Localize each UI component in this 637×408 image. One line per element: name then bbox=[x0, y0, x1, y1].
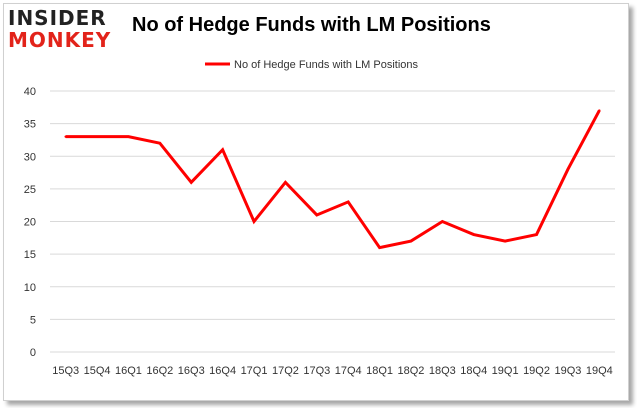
x-tick-label: 18Q2 bbox=[398, 365, 425, 377]
logo-line-2: MONKEY bbox=[8, 28, 112, 52]
logo-line-1: INSIDER bbox=[8, 6, 107, 30]
insider-monkey-logo: INSIDER MONKEY bbox=[8, 8, 120, 52]
x-tick-label: 19Q2 bbox=[523, 365, 550, 377]
legend-label: No of Hedge Funds with LM Positions bbox=[234, 59, 419, 71]
data-point bbox=[598, 109, 601, 112]
series-group bbox=[64, 109, 601, 250]
y-tick-label: 15 bbox=[24, 249, 36, 261]
data-point bbox=[346, 200, 350, 204]
data-point bbox=[221, 148, 224, 151]
x-tick-label: 18Q3 bbox=[429, 365, 456, 377]
x-tick-label: 19Q4 bbox=[586, 365, 613, 377]
chart-title: No of Hedge Funds with LM Positions bbox=[132, 14, 491, 36]
y-tick-label: 20 bbox=[24, 217, 36, 229]
data-point bbox=[566, 168, 570, 171]
data-point bbox=[252, 220, 256, 223]
data-point bbox=[95, 135, 99, 138]
x-tick-label: 16Q4 bbox=[209, 365, 236, 377]
data-point bbox=[64, 135, 67, 138]
data-point bbox=[409, 239, 413, 243]
data-point bbox=[378, 246, 381, 249]
x-tick-label: 19Q1 bbox=[492, 365, 519, 377]
data-point bbox=[190, 181, 193, 184]
y-axis-ticks: 0 5 10 15 20 25 30 35 40 bbox=[24, 86, 36, 359]
y-tick-label: 5 bbox=[30, 314, 36, 326]
x-tick-label: 16Q3 bbox=[178, 365, 205, 377]
x-tick-label: 15Q4 bbox=[84, 365, 111, 377]
data-point bbox=[441, 220, 444, 223]
legend: No of Hedge Funds with LM Positions bbox=[205, 59, 419, 71]
data-point bbox=[127, 135, 130, 138]
y-tick-label: 40 bbox=[24, 86, 36, 98]
x-tick-label: 16Q1 bbox=[115, 365, 142, 377]
chart-frame bbox=[3, 3, 629, 401]
x-tick-label: 18Q1 bbox=[366, 365, 393, 377]
data-point bbox=[284, 181, 287, 184]
x-tick-label: 19Q3 bbox=[554, 365, 581, 377]
x-tick-label: 16Q2 bbox=[146, 365, 173, 377]
x-tick-label: 17Q4 bbox=[335, 365, 362, 377]
x-tick-label: 18Q4 bbox=[460, 365, 487, 377]
y-tick-label: 0 bbox=[30, 347, 36, 359]
data-point bbox=[472, 233, 475, 236]
y-tick-label: 10 bbox=[24, 282, 36, 294]
y-tick-label: 30 bbox=[24, 151, 36, 163]
data-point bbox=[158, 142, 162, 145]
data-point bbox=[315, 213, 319, 217]
x-axis-ticks: 15Q3 15Q4 16Q1 16Q2 16Q3 16Q4 17Q1 17Q2 17Q3 17Q4… bbox=[52, 365, 613, 377]
series-line bbox=[65, 109, 601, 250]
data-point bbox=[535, 233, 538, 236]
y-tick-label: 25 bbox=[24, 184, 36, 196]
x-tick-label: 15Q3 bbox=[52, 365, 79, 377]
data-point bbox=[503, 239, 507, 243]
x-tick-label: 17Q1 bbox=[241, 365, 268, 377]
x-tick-label: 17Q2 bbox=[272, 365, 299, 377]
grid-lines bbox=[50, 90, 615, 353]
x-tick-label: 17Q3 bbox=[303, 365, 330, 377]
y-tick-label: 35 bbox=[24, 119, 36, 131]
